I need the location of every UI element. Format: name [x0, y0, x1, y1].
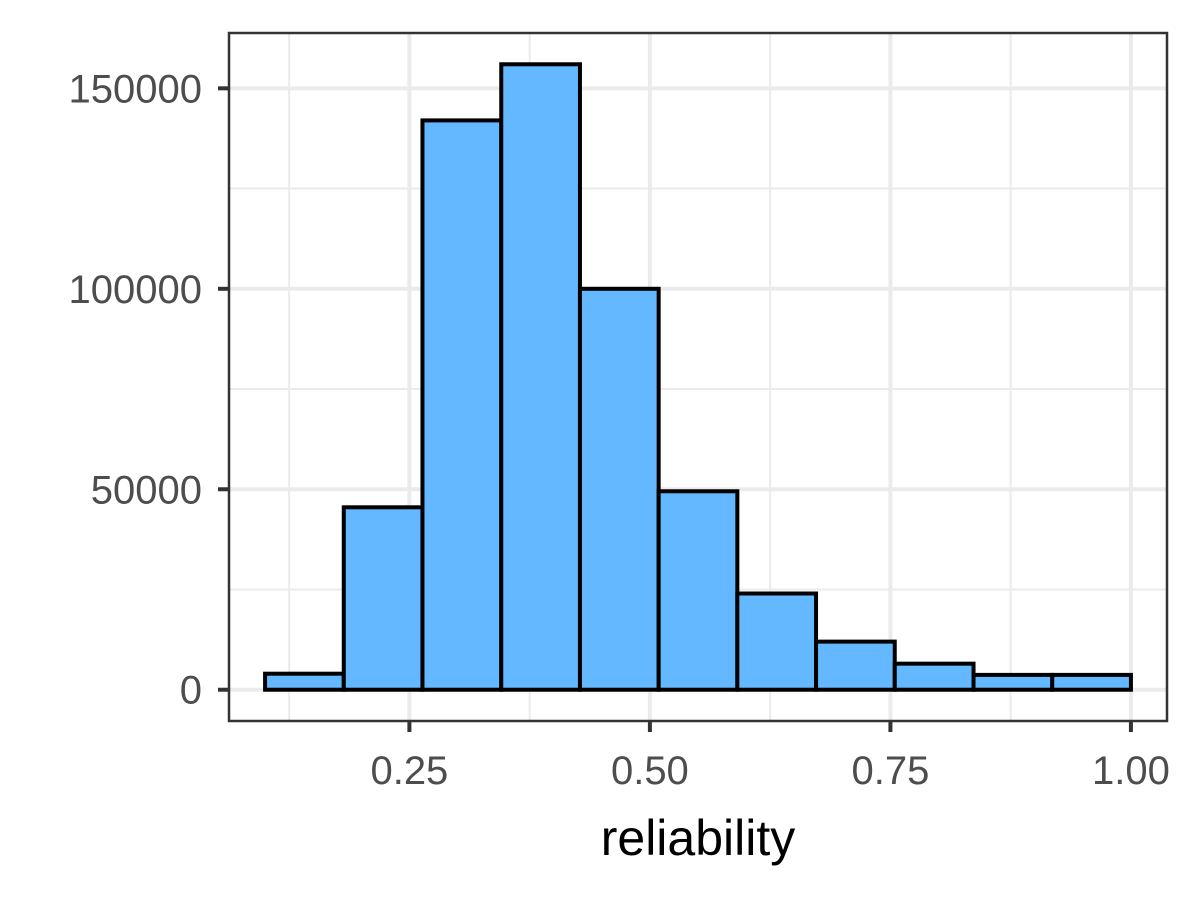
x-axis-title: reliability	[601, 810, 796, 866]
y-tick-label: 100000	[69, 268, 202, 312]
histogram-bar	[420, 118, 504, 692]
histogram-bar	[577, 286, 661, 692]
histogram-bar	[499, 62, 582, 692]
histogram-bar	[971, 672, 1055, 692]
histogram-bars	[263, 62, 1133, 692]
histogram-bar	[656, 489, 740, 692]
panel-border	[227, 31, 1169, 723]
x-axis: 0.25 0.50 0.75 1.00	[370, 721, 1170, 793]
x-tick-label: 0.50	[611, 749, 689, 793]
histogram-bar	[341, 505, 425, 692]
histogram-bar	[735, 591, 819, 692]
histogram-bar	[1050, 672, 1133, 692]
x-tick-label: 1.00	[1092, 749, 1170, 793]
y-tick-label: 0	[180, 669, 202, 713]
x-tick-label: 0.25	[370, 749, 448, 793]
plot-panel	[227, 31, 1169, 723]
histogram-bar	[892, 661, 976, 692]
y-tick-label: 150000	[69, 67, 202, 111]
histogram-bar	[263, 671, 346, 692]
y-tick-label: 50000	[91, 468, 202, 512]
y-axis: 0 50000 100000 150000	[69, 67, 229, 713]
x-tick-label: 0.75	[851, 749, 929, 793]
histogram-bar	[814, 639, 897, 692]
